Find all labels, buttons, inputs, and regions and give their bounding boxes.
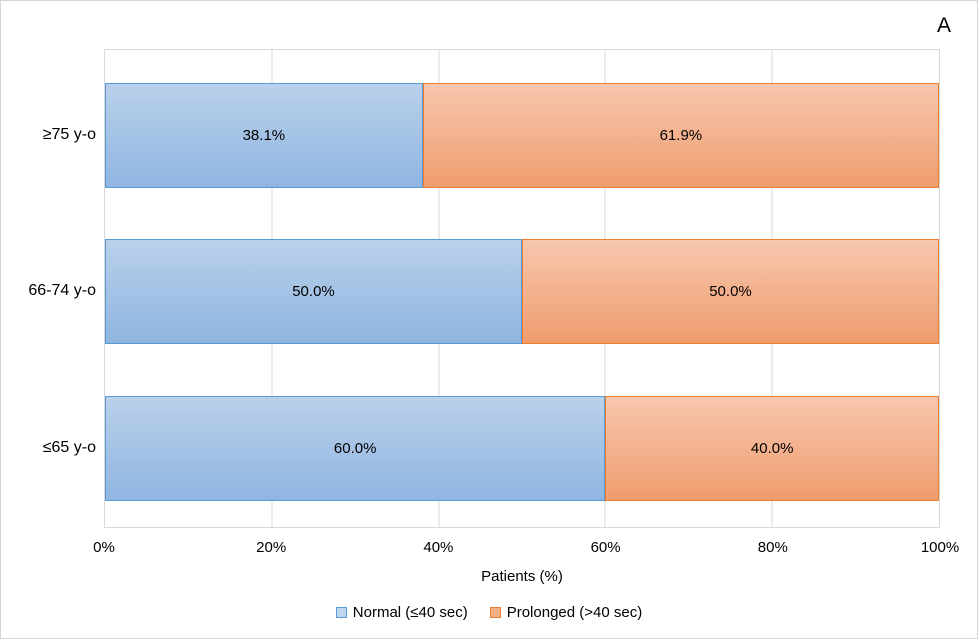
- bar-segment-prolonged: 40.0%: [605, 396, 939, 501]
- category-label: 66-74 y-o: [28, 281, 96, 299]
- bar-row: 38.1% 61.9%: [105, 83, 939, 188]
- x-tick-label: 0%: [93, 539, 115, 556]
- legend-marker-prolonged: [489, 606, 501, 618]
- x-tick-label: 40%: [423, 539, 454, 556]
- bar-segment-normal: 50.0%: [105, 239, 522, 344]
- data-label: 61.9%: [659, 127, 703, 144]
- data-label: 50.0%: [709, 283, 752, 300]
- legend-label: Normal (≤40 sec): [352, 603, 468, 621]
- legend-item-prolonged: Prolonged (>40 sec): [489, 603, 643, 621]
- legend-label: Prolonged (>40 sec): [506, 603, 643, 621]
- x-axis-title: Patients (%): [481, 568, 563, 585]
- legend-marker-normal: [335, 606, 347, 618]
- bar-segment-normal: 60.0%: [105, 396, 606, 501]
- category-label: ≤65 y-o: [42, 438, 96, 456]
- bar-segment-normal: 38.1%: [105, 83, 423, 188]
- x-axis: 0% 20% 40% 60% 80% 100%: [93, 539, 959, 561]
- data-label: 50.0%: [292, 283, 335, 300]
- data-label: 38.1%: [242, 127, 286, 144]
- legend: Normal (≤40 sec) Prolonged (>40 sec): [1, 600, 977, 624]
- bar-segment-prolonged: 50.0%: [522, 239, 939, 344]
- data-label: 60.0%: [333, 440, 377, 457]
- y-axis-labels: ≥75 y-o 66-74 y-o ≤65 y-o: [1, 49, 96, 528]
- x-tick-label: 20%: [256, 539, 287, 556]
- x-tick-label: 80%: [757, 539, 788, 556]
- bar-row: 50.0% 50.0%: [105, 239, 939, 344]
- category-label: ≥75 y-o: [42, 125, 96, 143]
- data-label: 40.0%: [750, 440, 794, 457]
- x-tick-label: 100%: [920, 539, 960, 556]
- x-tick-label: 60%: [590, 539, 621, 556]
- bar-row: 60.0% 40.0%: [105, 396, 939, 501]
- bar-segment-prolonged: 61.9%: [422, 83, 939, 188]
- plot-area: 38.1% 61.9% 50.0% 50.0% 60.0% 40.0%: [104, 49, 940, 528]
- legend-item-normal: Normal (≤40 sec): [335, 603, 468, 621]
- panel-label: A: [936, 14, 951, 37]
